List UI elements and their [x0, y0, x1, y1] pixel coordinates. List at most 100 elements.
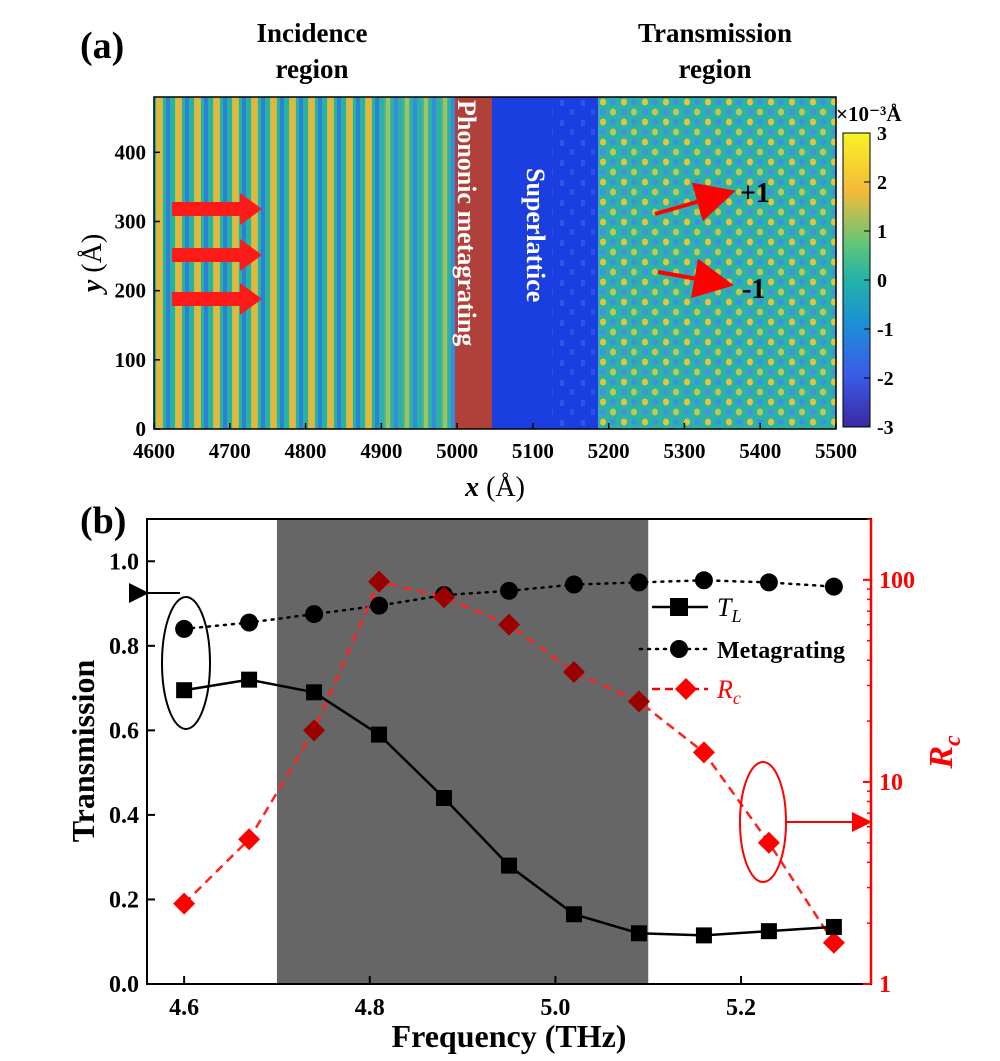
panel-b-label: (b) [80, 500, 126, 542]
colorbar-tick-label: 0 [877, 270, 887, 292]
transmission-field [598, 97, 836, 429]
metagrating-point [694, 571, 713, 590]
panel-a-y-tick-label: 100 [115, 348, 147, 372]
panel-b-y2-tick-label: 10 [879, 770, 903, 796]
rc-point [433, 586, 456, 609]
panel-b-y-tick-label: 0.0 [109, 972, 139, 998]
metagrating-point [759, 573, 778, 592]
panel-a-label: (a) [80, 25, 124, 67]
y2-axis-label-main: R [923, 746, 960, 770]
legend-rc-label-sub: c [733, 688, 741, 708]
panel-b-y-tick-label: 1.0 [109, 549, 139, 575]
metagrating-point [370, 596, 389, 615]
panel-b-y2-tick-label: 1 [879, 972, 891, 998]
colorbar: ×10⁻³Å 3 2 1 0 -1 -2 -3 [836, 102, 902, 439]
panel-a-x-axis-label: x (Å) [464, 472, 525, 503]
legend-tl-marker [670, 598, 688, 616]
panel-a-y-axis-label: y (Å) [77, 234, 108, 295]
order-minus-arrow-icon [657, 258, 734, 299]
panel-a-x-tick-label: 4700 [209, 439, 251, 463]
legend-rc-label-main: R [716, 675, 733, 704]
panel-a-x-tick-label: 5100 [512, 439, 554, 463]
tl-point [501, 857, 517, 874]
panel-a: (a) Incidence region Transmission region… [77, 18, 902, 503]
panel-b-x-tick-label: 5.2 [726, 995, 756, 1021]
panel-a-y-tick-label: 0 [136, 417, 147, 441]
legend-rc-label: Rc [716, 675, 741, 708]
right-axis-ellipse-annotation [739, 761, 787, 883]
tl-point [630, 925, 647, 942]
incidence-header-line1: Incidence [257, 18, 368, 48]
panel-a-x-tick-label: 5000 [436, 439, 478, 463]
incidence-field-fade [380, 97, 455, 429]
colorbar-tick-label: 2 [877, 172, 887, 194]
rc-point [562, 660, 585, 683]
legend: TL Metagrating Rc [638, 593, 845, 708]
colorbar-unit: ×10⁻³Å [836, 102, 902, 126]
panel-a-x-tick-label: 4600 [133, 439, 175, 463]
metagrating-point [629, 573, 648, 592]
panel-a-x-tick-label: 4800 [285, 439, 327, 463]
legend-item-rc: Rc [652, 675, 741, 708]
metagrating-band-label: Phononic metagrating [452, 100, 481, 346]
superlattice-band-solid [492, 97, 552, 429]
legend-item-tl: TL [652, 593, 741, 626]
tl-point [825, 918, 842, 935]
legend-metagrating-label: Metagrating [717, 638, 845, 664]
incidence-arrow-icon [172, 193, 262, 225]
tl-point [695, 927, 712, 944]
panel-a-x-tick-label: 5500 [815, 439, 857, 463]
panel-b-x-tick-label: 5.0 [540, 995, 570, 1021]
tl-point [306, 684, 323, 701]
metagrating-point [564, 575, 583, 594]
colorbar-tick-label: -2 [877, 368, 894, 390]
colorbar-tick-label: 3 [877, 123, 887, 145]
panel-a-y-tick-label: 400 [115, 140, 147, 164]
panel-b-y2-tick-label: 100 [879, 568, 915, 594]
panel-a-y-tick-label: 200 [115, 279, 147, 303]
panel-a-y-ticks: 0 100 200 300 400 [115, 140, 160, 441]
legend-rc-marker [675, 678, 697, 700]
heatmap-frame [153, 96, 837, 430]
rc-point [757, 831, 780, 854]
y2-axis-label-sub: c [940, 735, 966, 746]
panel-b: (b) 4.6 4.8 5.0 5.2 0.0 0.2 0.4 0.6 0.8 1.0 1 10 1… [65, 500, 966, 1054]
rc-point [368, 570, 391, 593]
panel-a-x-tick-label: 5300 [663, 439, 705, 463]
panel-a-x-axis-label-var: x [464, 472, 479, 503]
colorbar-tick-label: -1 [877, 319, 894, 341]
transmission-header-line1: Transmission [638, 18, 792, 48]
rc-point [692, 741, 715, 764]
panel-b-x-tick-label: 4.6 [169, 995, 199, 1021]
heatmap-area: Phononic metagrating Superlattice +1 -1 [153, 96, 837, 430]
tl-point [371, 726, 388, 743]
rc-point [627, 690, 650, 713]
panel-a-x-tick-label: 5400 [739, 439, 781, 463]
superlattice-band-label: Superlattice [521, 168, 550, 302]
rc-point [822, 931, 845, 954]
legend-tl-label-main: T [717, 593, 733, 622]
panel-a-y-axis-label-var: y [77, 279, 108, 295]
incidence-arrow-icon [172, 283, 262, 315]
transmission-header-line2: region [679, 54, 752, 84]
panel-b-x-ticks: 4.6 4.8 5.0 5.2 [169, 976, 756, 1021]
panel-b-y-tick-label: 0.2 [109, 887, 139, 913]
rc-point [238, 828, 261, 851]
panel-a-x-ticks: 4600 4700 4800 4900 5000 5100 5200 5300 5400 5500 [133, 423, 857, 463]
panel-a-x-tick-label: 4900 [360, 439, 402, 463]
incidence-header-line2: region [276, 54, 349, 84]
tl-point [241, 671, 258, 688]
metagrating-point [305, 605, 324, 624]
colorbar-ticks: 3 2 1 0 -1 -2 -3 [864, 123, 894, 439]
panel-b-y-tick-label: 0.6 [109, 718, 139, 744]
incidence-arrow-icon [172, 239, 262, 271]
rc-point [303, 719, 326, 742]
metagrating-point [500, 581, 518, 600]
legend-tl-label-sub: L [730, 606, 741, 626]
panel-a-y-axis-label-unit: (Å) [77, 234, 108, 280]
order-plus-label: +1 [740, 178, 770, 209]
panel-b-x-tick-label: 4.8 [355, 995, 385, 1021]
panel-b-x-axis-label: Frequency (THz) [392, 1018, 627, 1054]
tl-point [565, 906, 582, 923]
